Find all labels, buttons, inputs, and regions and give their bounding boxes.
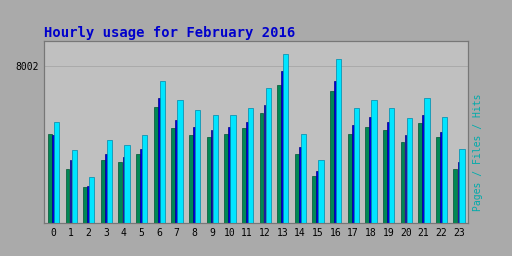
Bar — [228, 127, 230, 223]
Bar — [210, 130, 212, 223]
Bar — [316, 170, 318, 223]
Bar — [422, 115, 424, 223]
Bar — [366, 127, 369, 223]
Bar — [212, 115, 218, 223]
Bar — [418, 123, 422, 223]
Bar — [407, 118, 412, 223]
Bar — [124, 145, 130, 223]
Bar — [189, 135, 193, 223]
Bar — [330, 91, 334, 223]
Bar — [424, 98, 430, 223]
Bar — [283, 55, 288, 223]
Bar — [387, 122, 389, 223]
Bar — [105, 154, 106, 223]
Bar — [160, 81, 165, 223]
Bar — [400, 142, 404, 223]
Bar — [442, 117, 447, 223]
Bar — [352, 125, 353, 223]
Bar — [177, 100, 183, 223]
Bar — [66, 169, 70, 223]
Bar — [458, 162, 459, 223]
Bar — [87, 186, 89, 223]
Bar — [107, 140, 112, 223]
Bar — [404, 135, 407, 223]
Bar — [301, 134, 306, 223]
Bar — [142, 135, 147, 223]
Bar — [454, 169, 457, 223]
Bar — [224, 134, 228, 223]
Bar — [383, 130, 387, 223]
Bar — [440, 132, 442, 223]
Bar — [248, 108, 253, 223]
Bar — [89, 177, 95, 223]
Bar — [348, 134, 352, 223]
Bar — [101, 161, 105, 223]
Text: Hourly usage for February 2016: Hourly usage for February 2016 — [44, 26, 295, 40]
Bar — [83, 187, 87, 223]
Bar — [336, 59, 342, 223]
Bar — [264, 105, 265, 223]
Bar — [369, 117, 371, 223]
Bar — [154, 106, 158, 223]
Bar — [371, 100, 377, 223]
Bar — [195, 110, 200, 223]
Bar — [277, 85, 281, 223]
Bar — [158, 98, 160, 223]
Bar — [136, 154, 140, 223]
Bar — [334, 81, 336, 223]
Bar — [172, 129, 175, 223]
Bar — [122, 157, 124, 223]
Bar — [266, 88, 271, 223]
Bar — [312, 176, 316, 223]
Bar — [295, 154, 298, 223]
Bar — [54, 122, 59, 223]
Bar — [354, 108, 359, 223]
Bar — [72, 150, 77, 223]
Bar — [193, 127, 195, 223]
Bar — [318, 161, 324, 223]
Bar — [48, 134, 52, 223]
Bar — [389, 108, 394, 223]
Bar — [260, 113, 263, 223]
Bar — [118, 162, 122, 223]
Bar — [176, 120, 177, 223]
Bar — [436, 137, 440, 223]
Bar — [459, 149, 465, 223]
Bar — [299, 147, 301, 223]
Bar — [52, 135, 54, 223]
Bar — [70, 161, 71, 223]
Bar — [207, 137, 210, 223]
Bar — [281, 71, 283, 223]
Bar — [246, 122, 248, 223]
Bar — [140, 149, 142, 223]
Bar — [242, 129, 246, 223]
Bar — [230, 115, 236, 223]
